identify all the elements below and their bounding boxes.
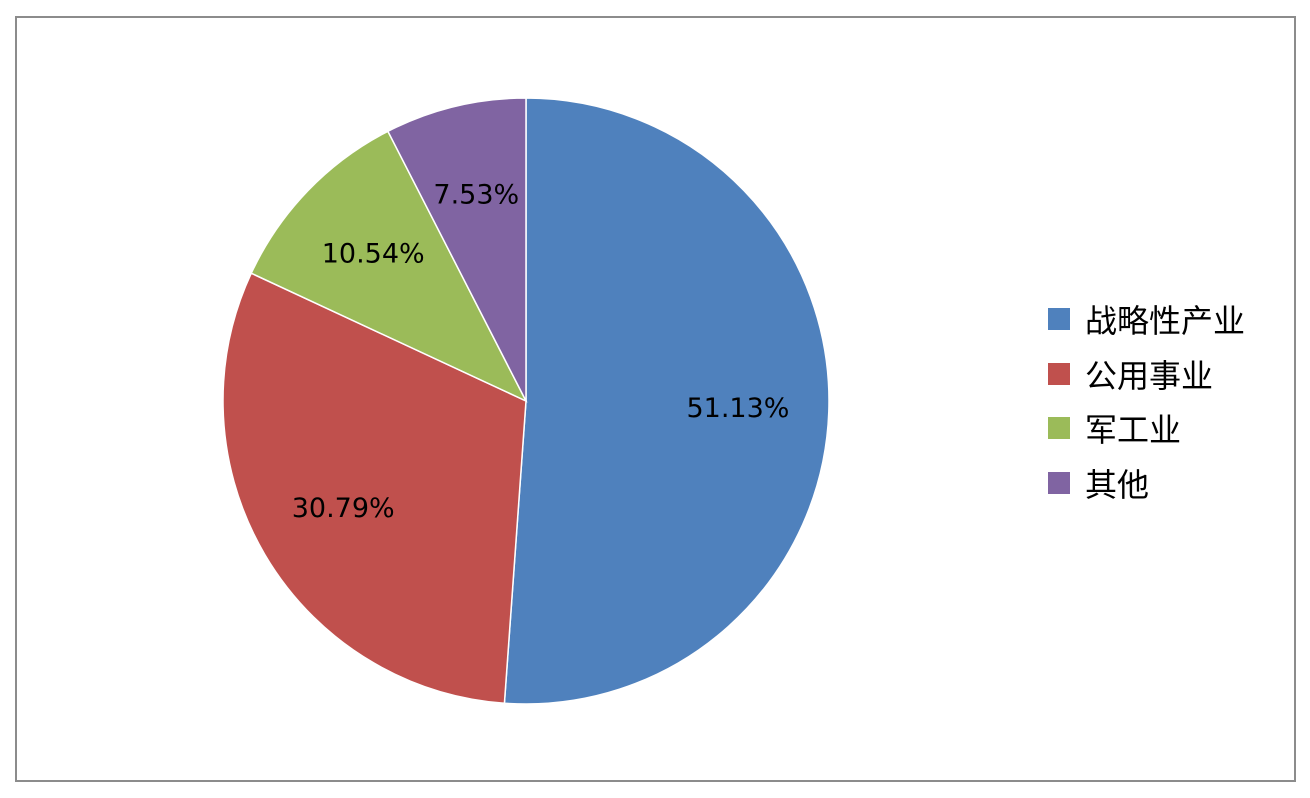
legend-swatch [1048, 471, 1070, 494]
slice-data-label: 51.13% [686, 393, 789, 424]
legend-label: 公用事业 [1085, 356, 1214, 395]
legend-swatch [1048, 362, 1070, 385]
slice-data-label: 7.53% [433, 179, 519, 210]
legend-item: 公用事业 [1048, 347, 1288, 402]
slice-data-label: 10.54% [322, 238, 425, 269]
slice-data-label: 30.79% [292, 493, 395, 524]
pie-slice [250, 130, 528, 403]
legend-item: 其他 [1048, 456, 1288, 511]
pie-slice [386, 97, 527, 402]
pie-slice [503, 97, 830, 705]
legend-label: 战略性产业 [1085, 302, 1246, 341]
legend-swatch [1048, 308, 1070, 331]
legend-label: 军工业 [1085, 411, 1182, 450]
pie-slice [222, 272, 527, 705]
legend-label: 其他 [1085, 465, 1150, 504]
legend-item: 军工业 [1048, 401, 1288, 456]
legend-swatch [1048, 417, 1070, 440]
legend: 战略性产业 公用事业 军工业 其他 [1048, 292, 1288, 510]
legend-item: 战略性产业 [1048, 292, 1288, 347]
